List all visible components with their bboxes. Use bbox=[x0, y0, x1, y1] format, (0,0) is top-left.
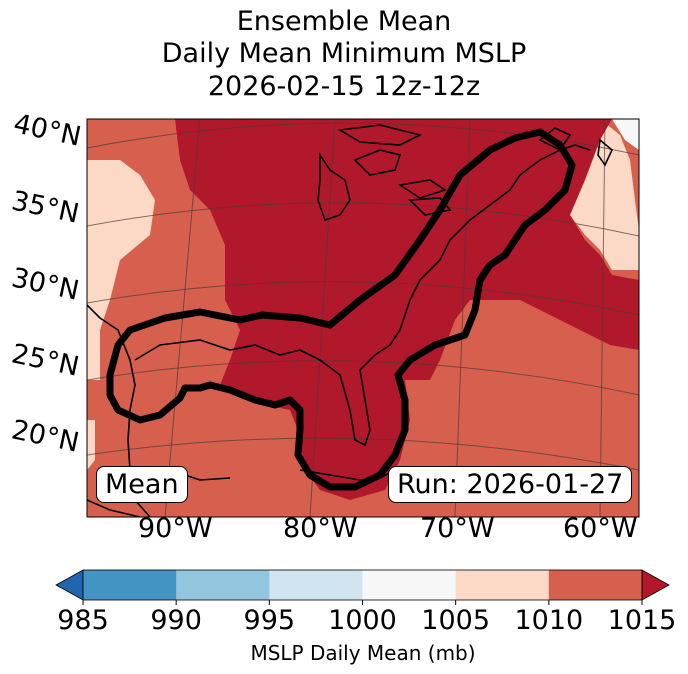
colorbar bbox=[55, 569, 670, 601]
colorbar-bin-990-995 bbox=[176, 570, 270, 600]
colorbar-label: MSLP Daily Mean (mb) bbox=[250, 641, 476, 665]
title-line-1: Ensemble Mean bbox=[236, 6, 452, 37]
contour-1010mb bbox=[106, 128, 576, 491]
field-1000-1005 bbox=[612, 119, 639, 150]
run-label-box: Run: 2026-01-27 bbox=[388, 466, 633, 503]
map-panel bbox=[87, 119, 639, 517]
colorbar-tick-label-1015: 1015 bbox=[607, 605, 677, 636]
colorbar-arrow-low bbox=[55, 569, 84, 601]
colorbar-bin-985-990 bbox=[83, 570, 177, 600]
colorbar-bin-1005-1010 bbox=[455, 570, 550, 600]
colorbar-tick-label-985: 985 bbox=[57, 605, 109, 636]
lon-label-60w: 60°W bbox=[563, 513, 638, 544]
colorbar-tick-label-995: 995 bbox=[243, 605, 296, 636]
colorbar-tick-label-1005: 1005 bbox=[421, 605, 491, 636]
lon-label-70w: 70°W bbox=[420, 513, 495, 544]
colorbar-ticks bbox=[82, 600, 643, 605]
colorbar-tick-label-1000: 1000 bbox=[328, 605, 397, 636]
graticule bbox=[87, 119, 639, 517]
colorbar-tick-label-1010: 1010 bbox=[514, 605, 584, 636]
stat-label-box: Mean bbox=[96, 466, 188, 503]
map-frame bbox=[86, 118, 640, 518]
title-line-3: 2026-02-15 12z-12z bbox=[207, 71, 481, 102]
colorbar-tick-label-990: 990 bbox=[150, 605, 202, 636]
lon-label-80w: 80°W bbox=[283, 513, 358, 544]
colorbar-bin-995-1000 bbox=[269, 570, 363, 600]
coastlines bbox=[87, 124, 613, 517]
lon-label-90w: 90°W bbox=[138, 513, 213, 544]
colorbar-bin-1010-1015 bbox=[548, 570, 643, 600]
field-1005-1010-southwest bbox=[87, 420, 95, 470]
field-1005-1010-west bbox=[87, 119, 155, 380]
colorbar-bin-1000-1005 bbox=[362, 570, 457, 600]
colorbar-arrow-high bbox=[641, 569, 670, 601]
title-line-2: Daily Mean Minimum MSLP bbox=[161, 38, 527, 69]
